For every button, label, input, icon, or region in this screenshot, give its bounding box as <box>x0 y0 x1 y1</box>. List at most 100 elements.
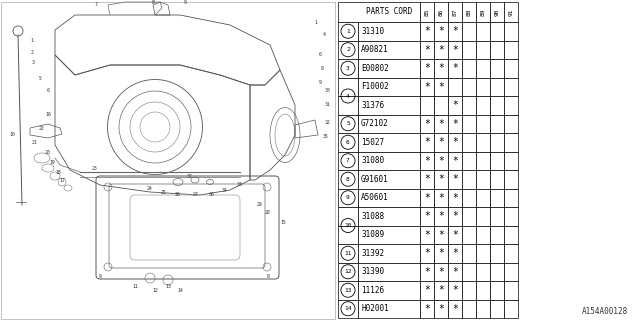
Text: *: * <box>424 82 430 92</box>
Text: 9: 9 <box>346 195 350 200</box>
Bar <box>448 244 462 262</box>
Bar <box>462 188 476 207</box>
Bar <box>476 96 490 115</box>
Bar <box>504 151 518 170</box>
Text: *: * <box>438 26 444 36</box>
Bar <box>462 59 476 77</box>
Bar <box>476 115 490 133</box>
Bar <box>490 207 504 226</box>
Text: 11126: 11126 <box>361 286 384 295</box>
Bar <box>462 77 476 96</box>
Bar <box>504 2 518 22</box>
Text: A90821: A90821 <box>361 45 388 54</box>
Bar <box>338 207 358 226</box>
Text: *: * <box>438 304 444 314</box>
Bar <box>358 59 420 77</box>
Bar <box>490 96 504 115</box>
Bar <box>490 188 504 207</box>
Text: 31376: 31376 <box>361 101 384 110</box>
Text: *: * <box>424 193 430 203</box>
Text: 22: 22 <box>39 125 45 131</box>
Text: *: * <box>452 100 458 110</box>
Text: G91601: G91601 <box>361 175 388 184</box>
Text: 28: 28 <box>265 210 271 214</box>
Bar <box>504 22 518 41</box>
Text: 27: 27 <box>193 191 199 196</box>
Text: 1: 1 <box>346 29 350 34</box>
Bar <box>490 115 504 133</box>
Text: 31392: 31392 <box>361 249 384 258</box>
Text: 6: 6 <box>47 87 49 92</box>
Bar <box>462 207 476 226</box>
Bar <box>504 41 518 59</box>
Text: *: * <box>424 45 430 55</box>
Bar <box>490 133 504 151</box>
Bar <box>358 96 420 115</box>
Text: *: * <box>452 45 458 55</box>
Bar <box>420 133 434 151</box>
Bar <box>476 244 490 262</box>
Text: 15: 15 <box>280 220 286 225</box>
Text: 7: 7 <box>95 3 97 7</box>
Bar <box>420 151 434 170</box>
Bar <box>504 59 518 77</box>
Bar <box>490 151 504 170</box>
Text: *: * <box>452 211 458 221</box>
Bar <box>338 170 358 188</box>
Text: 24: 24 <box>147 186 153 190</box>
Bar <box>462 96 476 115</box>
Bar <box>504 281 518 300</box>
Text: 33: 33 <box>237 182 243 188</box>
Bar <box>490 41 504 59</box>
Bar <box>448 133 462 151</box>
Bar <box>476 59 490 77</box>
Bar <box>476 207 490 226</box>
Text: *: * <box>424 230 430 240</box>
Bar <box>358 244 420 262</box>
Text: 21: 21 <box>32 140 38 145</box>
Bar <box>490 2 504 22</box>
Text: A50601: A50601 <box>361 193 388 202</box>
Bar <box>476 300 490 318</box>
Text: 8: 8 <box>152 1 154 5</box>
Bar <box>358 22 420 41</box>
Bar <box>338 115 358 133</box>
Bar <box>504 188 518 207</box>
Text: F10002: F10002 <box>361 82 388 91</box>
Bar <box>434 262 448 281</box>
Bar <box>490 170 504 188</box>
Bar <box>338 281 358 300</box>
Bar <box>476 22 490 41</box>
Text: *: * <box>424 137 430 147</box>
Bar <box>358 281 420 300</box>
Text: 30: 30 <box>325 87 331 92</box>
Text: *: * <box>424 156 430 166</box>
Bar <box>420 59 434 77</box>
Text: 35: 35 <box>323 134 329 140</box>
Text: A154A00128: A154A00128 <box>582 307 628 316</box>
Bar <box>462 170 476 188</box>
Text: 37: 37 <box>187 174 193 180</box>
Bar <box>420 300 434 318</box>
Text: 1: 1 <box>31 37 33 43</box>
Text: 9: 9 <box>184 1 186 5</box>
Text: 29: 29 <box>257 203 263 207</box>
Bar <box>448 115 462 133</box>
Bar <box>420 226 434 244</box>
Bar <box>358 170 420 188</box>
Bar <box>420 41 434 59</box>
Bar <box>338 151 358 170</box>
Text: 7: 7 <box>346 158 350 163</box>
Bar <box>490 262 504 281</box>
Bar <box>434 151 448 170</box>
Bar <box>462 281 476 300</box>
Bar <box>448 96 462 115</box>
Bar <box>504 207 518 226</box>
Bar <box>420 207 434 226</box>
Text: 31089: 31089 <box>361 230 384 239</box>
Bar <box>476 151 490 170</box>
Text: *: * <box>424 211 430 221</box>
Bar <box>338 133 358 151</box>
Bar <box>462 151 476 170</box>
Text: *: * <box>438 63 444 73</box>
